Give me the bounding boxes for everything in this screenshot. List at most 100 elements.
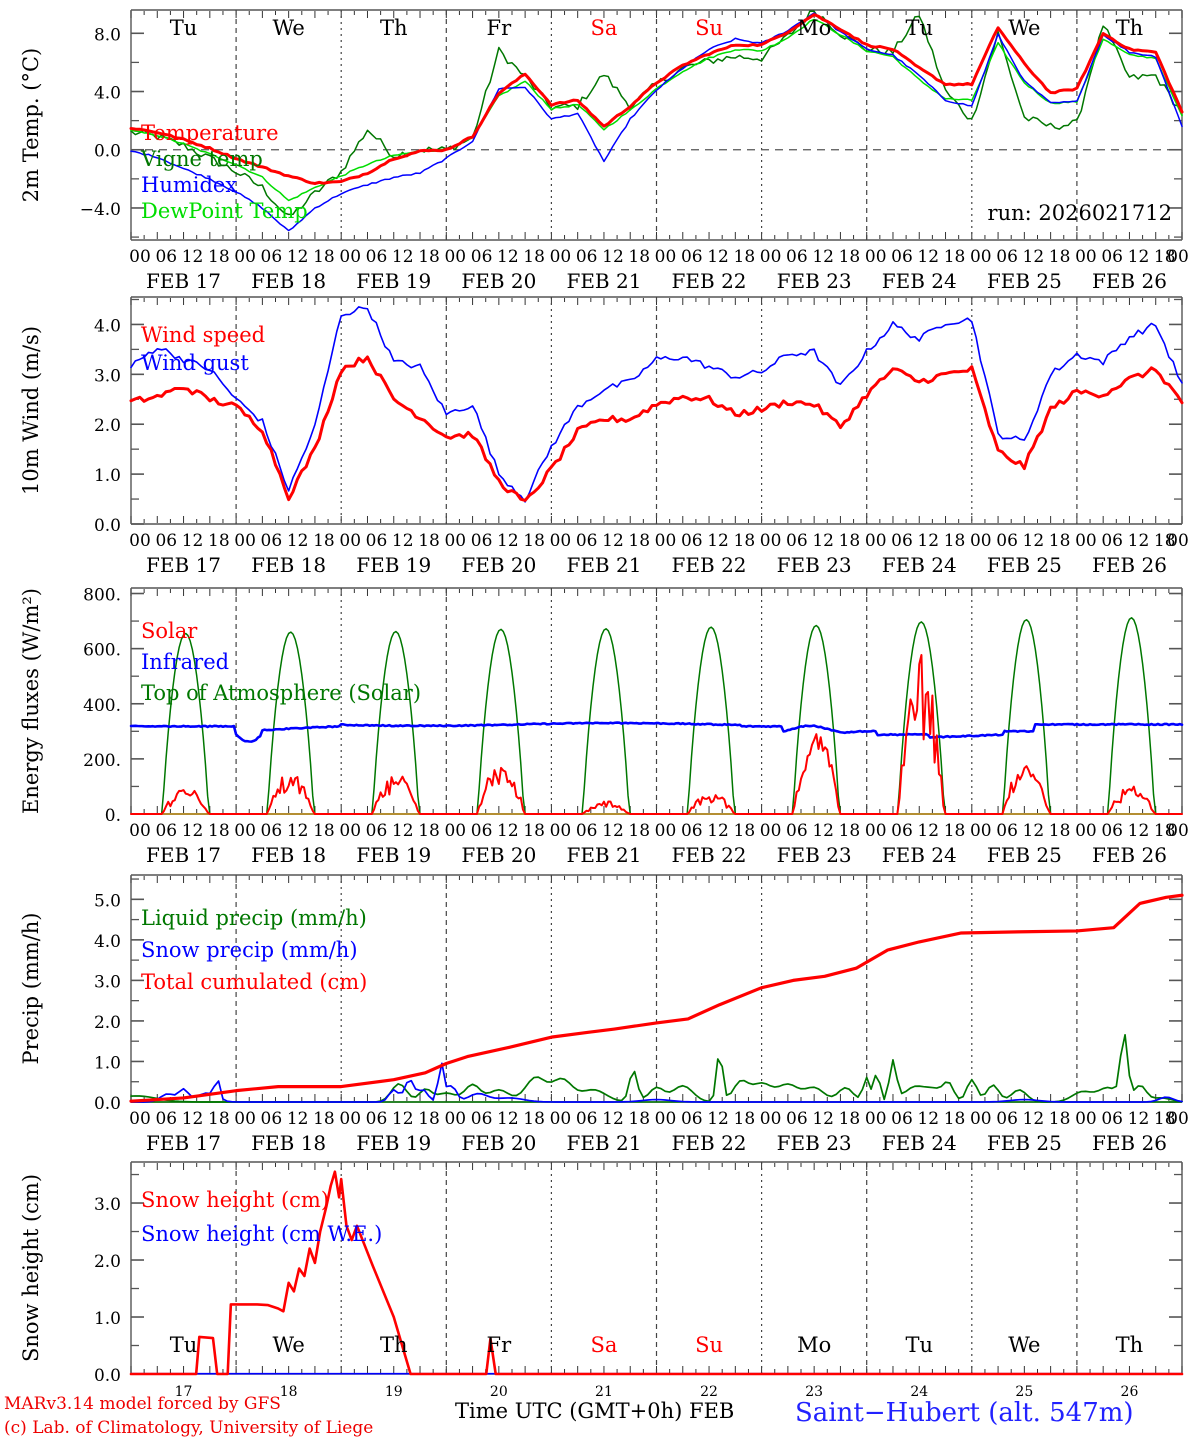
panel-energy_fluxes bbox=[129, 587, 1184, 815]
hour-label: 12 bbox=[917, 531, 939, 551]
hour-label: 18 bbox=[944, 531, 966, 551]
hour-label: 12 bbox=[812, 247, 834, 267]
ytick-label: 4.0 bbox=[94, 84, 121, 104]
hour-label: 00 bbox=[1167, 1109, 1189, 1129]
hour-label: 06 bbox=[996, 531, 1018, 551]
date-label: FEB 22 bbox=[672, 553, 747, 577]
hour-label: 06 bbox=[261, 1109, 283, 1129]
date-label: FEB 17 bbox=[146, 843, 221, 867]
weekday-label-4: Sa bbox=[590, 1333, 617, 1357]
hour-label: 00 bbox=[444, 531, 466, 551]
hour-label: 12 bbox=[287, 1109, 309, 1129]
legend-item-1: Snow precip (mm/h) bbox=[141, 938, 358, 962]
ytick-label: 4.0 bbox=[94, 932, 121, 952]
hour-label: 18 bbox=[313, 531, 335, 551]
hour-label: 18 bbox=[418, 1109, 440, 1129]
date-label: FEB 19 bbox=[356, 269, 431, 293]
hour-label: 06 bbox=[471, 531, 493, 551]
hour-label: 18 bbox=[523, 531, 545, 551]
hour-label: 12 bbox=[602, 247, 624, 267]
series-temperature bbox=[129, 13, 1184, 185]
hour-label: 00 bbox=[550, 1109, 572, 1129]
hour-label: 00 bbox=[234, 531, 256, 551]
hour-label: 12 bbox=[287, 821, 309, 841]
date-label: FEB 24 bbox=[882, 1131, 957, 1155]
hour-label: 12 bbox=[392, 531, 414, 551]
hour-label: 00 bbox=[760, 247, 782, 267]
hour-label: 18 bbox=[1154, 531, 1176, 551]
date-label: FEB 21 bbox=[566, 269, 641, 293]
date-label: FEB 24 bbox=[882, 269, 957, 293]
weekday-label-3: Fr bbox=[487, 16, 513, 40]
date-label: FEB 23 bbox=[777, 269, 852, 293]
hour-label: 12 bbox=[1128, 247, 1150, 267]
weekday-label-9: Th bbox=[1116, 16, 1144, 40]
date-label: FEB 25 bbox=[987, 843, 1062, 867]
weekday-label-2: Th bbox=[380, 1333, 408, 1357]
day-number-label: 24 bbox=[910, 1384, 928, 1400]
hour-label: 12 bbox=[1023, 1109, 1045, 1129]
date-label: FEB 23 bbox=[777, 1131, 852, 1155]
hour-label: 06 bbox=[576, 247, 598, 267]
hour-label: 06 bbox=[366, 1109, 388, 1129]
hour-label: 06 bbox=[366, 531, 388, 551]
date-label: FEB 23 bbox=[777, 553, 852, 577]
hour-label: 18 bbox=[734, 531, 756, 551]
hour-label: 00 bbox=[550, 821, 572, 841]
date-label: FEB 26 bbox=[1092, 1131, 1167, 1155]
day-number-label: 26 bbox=[1121, 1384, 1139, 1400]
hour-label: 00 bbox=[1075, 531, 1097, 551]
hour-label: 06 bbox=[891, 1109, 913, 1129]
hour-label: 12 bbox=[707, 1109, 729, 1129]
hour-label: 06 bbox=[576, 531, 598, 551]
hour-label: 18 bbox=[839, 1109, 861, 1129]
hour-label: 18 bbox=[628, 821, 650, 841]
hour-label: 06 bbox=[471, 247, 493, 267]
axis-title-snow_height: Snow height (cm) bbox=[19, 1174, 43, 1362]
hour-label: 12 bbox=[287, 531, 309, 551]
hour-label: 12 bbox=[812, 821, 834, 841]
hour-label: 12 bbox=[182, 1109, 204, 1129]
hour-label: 00 bbox=[339, 531, 361, 551]
hour-label: 18 bbox=[734, 1109, 756, 1129]
hour-label: 06 bbox=[891, 247, 913, 267]
hour-label: 00 bbox=[760, 821, 782, 841]
date-label: FEB 19 bbox=[356, 843, 431, 867]
weekday-label-9: Th bbox=[1116, 1333, 1144, 1357]
hour-label: 00 bbox=[655, 531, 677, 551]
date-label: FEB 25 bbox=[987, 1131, 1062, 1155]
legend-item-2: Top of Atmosphere (Solar) bbox=[141, 681, 421, 705]
hour-label: 06 bbox=[155, 821, 177, 841]
hour-label: 00 bbox=[550, 531, 572, 551]
ytick-label: 200. bbox=[83, 751, 121, 771]
hour-label: 18 bbox=[839, 247, 861, 267]
hour-label: 00 bbox=[865, 1109, 887, 1129]
hour-label: 12 bbox=[392, 247, 414, 267]
weekday-label-8: We bbox=[1008, 16, 1040, 40]
hour-label: 00 bbox=[339, 247, 361, 267]
hour-label: 12 bbox=[1128, 531, 1150, 551]
hour-label: 06 bbox=[1101, 821, 1123, 841]
weekday-label-5: Su bbox=[695, 1333, 723, 1357]
hour-label: 06 bbox=[786, 531, 808, 551]
hour-label: 18 bbox=[313, 1109, 335, 1129]
day-number-label: 22 bbox=[700, 1384, 718, 1400]
axis-title-precip: Precip (mm/h) bbox=[19, 912, 43, 1064]
hour-label: 06 bbox=[471, 821, 493, 841]
hour-label: 06 bbox=[576, 821, 598, 841]
hour-label: 00 bbox=[444, 1109, 466, 1129]
day-number-label: 25 bbox=[1015, 1384, 1033, 1400]
hour-label: 18 bbox=[523, 1109, 545, 1129]
hour-label: 12 bbox=[812, 531, 834, 551]
hour-label: 06 bbox=[261, 531, 283, 551]
hour-label: 06 bbox=[1101, 531, 1123, 551]
day-number-label: 18 bbox=[280, 1384, 298, 1400]
ytick-label: 1.0 bbox=[94, 1053, 121, 1073]
hour-label: 18 bbox=[734, 821, 756, 841]
hour-label: 18 bbox=[208, 247, 230, 267]
hour-label: 00 bbox=[655, 1109, 677, 1129]
series-total-cumulated bbox=[129, 893, 1184, 1103]
station-label: Saint−Hubert (alt. 547m) bbox=[795, 1398, 1134, 1428]
legend-item-0: Temperature bbox=[141, 121, 279, 145]
